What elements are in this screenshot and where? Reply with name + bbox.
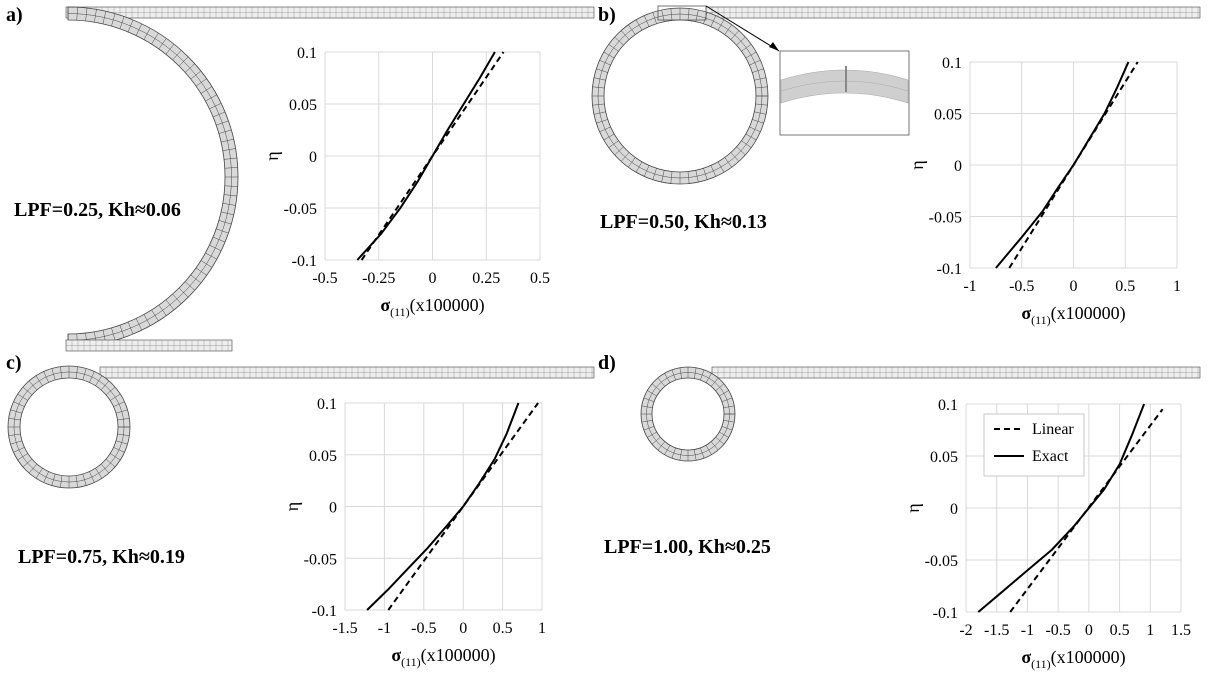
- y-axis-title: η: [282, 502, 302, 511]
- legend-box: [983, 413, 1085, 477]
- x-tick-label: 0.5: [1115, 278, 1135, 295]
- x-tick-label: 0: [459, 620, 467, 637]
- mesh-strip-d: [711, 366, 1201, 379]
- x-tick-label: -0.25: [362, 270, 395, 287]
- zoom-mesh-midline: [780, 80, 909, 92]
- x-tick-label: -1.5: [984, 622, 1009, 639]
- chart-a: -0.5 -0.25 0 0.25 0.5 0.1 0.05 0 -0.05 -0.1 σ(11)(…: [262, 45, 550, 319]
- chart-c: -1.5 -1 -0.5 0 0.5 1 0.1 0.05 0 -0.05 -0.1 σ(11)(x1…: [282, 396, 546, 669]
- x-tick-label: 1: [538, 620, 546, 637]
- x-tick-label: 1.5: [1171, 622, 1191, 639]
- y-axis-title: η: [907, 160, 927, 169]
- mesh-ring-d: [640, 366, 736, 462]
- y-tick-label: 0: [950, 501, 958, 518]
- x-tick-label: 0.5: [493, 620, 513, 637]
- legend-label-linear: Linear: [1032, 421, 1074, 438]
- y-tick-label: 0.05: [934, 107, 962, 124]
- y-tick-label: -0.1: [312, 603, 337, 620]
- x-tick-label: 0: [429, 270, 437, 287]
- series-line-exact: [366, 402, 520, 611]
- mesh-ring-a: [67, 6, 239, 348]
- y-tick-label: 0.1: [942, 55, 962, 72]
- x-axis-title: σ(11)(x100000): [1021, 303, 1125, 327]
- x-tick-label: -1: [378, 620, 391, 637]
- mesh-strip-a-bottom: [65, 339, 233, 352]
- y-tick-label: -0.05: [929, 210, 962, 227]
- panel-letter-d: d): [598, 352, 616, 374]
- panel-label-b: LPF=0.50, Kh≈0.13: [600, 211, 767, 233]
- zoom-mesh-band: [780, 69, 909, 104]
- y-tick-label: -0.05: [304, 551, 337, 568]
- mesh-strip-a: [65, 6, 595, 19]
- x-tick-label: -0.5: [312, 270, 337, 287]
- series-line-linear: [1009, 408, 1164, 613]
- y-tick-label: -0.1: [933, 605, 958, 622]
- x-tick-label: 0.5: [1110, 622, 1130, 639]
- x-axis-title: σ(11)(x100000): [380, 295, 484, 319]
- zoom-arrow-head: [769, 42, 779, 51]
- x-tick-label: -1: [963, 278, 976, 295]
- x-tick-label: 1: [1173, 278, 1181, 295]
- y-tick-label: 0.1: [317, 396, 337, 413]
- x-tick-label: 1: [1146, 622, 1154, 639]
- mesh-ring-b: [591, 7, 769, 185]
- y-tick-label: 0.05: [309, 448, 337, 465]
- chart-b: -1 -0.5 0 0.5 1 0.1 0.05 0 -0.05 -0.1 σ(11)(x10000…: [907, 55, 1181, 327]
- y-tick-label: -0.1: [937, 261, 962, 278]
- y-tick-label: 0.05: [930, 449, 958, 466]
- x-tick-label: 0.25: [472, 270, 500, 287]
- y-tick-label: 0: [954, 158, 962, 175]
- series-line-linear: [387, 402, 539, 611]
- x-tick-label: -1.5: [332, 620, 357, 637]
- y-axis-title: η: [903, 503, 923, 512]
- mesh-ring-c: [7, 365, 131, 489]
- y-tick-label: 0: [329, 500, 337, 517]
- series-line-exact: [356, 51, 496, 261]
- chart-d: -2 -1.5 -1 -0.5 0 0.5 1 1.5 0.1 0.05 0 -0.05 -0.1 σ(1…: [903, 397, 1191, 671]
- zoom-source-box: [657, 5, 707, 21]
- x-tick-label: -0.5: [1045, 622, 1070, 639]
- y-tick-label: -0.05: [284, 201, 317, 218]
- series-line-exact: [995, 61, 1130, 269]
- y-axis-title: η: [262, 151, 282, 160]
- charts: -0.5 -0.25 0 0.25 0.5 0.1 0.05 0 -0.05 -0.1 σ(11)(…: [262, 45, 1191, 671]
- y-tick-label: -0.05: [925, 553, 958, 570]
- x-tick-label: -1: [1021, 622, 1034, 639]
- x-tick-label: -0.5: [411, 620, 436, 637]
- legend: Linear Exact: [983, 413, 1085, 477]
- x-tick-label: 0: [1085, 622, 1093, 639]
- legend-label-exact: Exact: [1032, 448, 1069, 465]
- panel-label-a: LPF=0.25, Kh≈0.06: [14, 199, 181, 221]
- mesh-diagrams: [7, 6, 1201, 489]
- y-tick-label: 0: [309, 149, 317, 166]
- panel-letter-c: c): [6, 352, 22, 374]
- mesh-strip-b: [705, 6, 1201, 19]
- x-axis-title: σ(11)(x100000): [1021, 647, 1125, 671]
- y-tick-label: 0.05: [289, 97, 317, 114]
- y-tick-label: -0.1: [292, 253, 317, 270]
- y-tick-label: 0.1: [938, 397, 958, 414]
- zoom-arrow: [705, 5, 780, 52]
- x-tick-label: -2: [959, 622, 972, 639]
- series-line-exact: [977, 403, 1146, 613]
- mesh-strip-c: [99, 366, 595, 379]
- x-tick-label: 0.5: [530, 270, 550, 287]
- panel-label-c: LPF=0.75, Kh≈0.19: [18, 546, 185, 568]
- panel-label-d: LPF=1.00, Kh≈0.25: [604, 536, 771, 558]
- x-axis-title: σ(11)(x100000): [391, 645, 495, 669]
- panel-letter-a: a): [6, 4, 23, 26]
- x-tick-label: -0.5: [1009, 278, 1034, 295]
- y-tick-label: 0.1: [297, 45, 317, 62]
- zoom-inset: [657, 5, 910, 136]
- x-tick-label: 0: [1070, 278, 1078, 295]
- panel-letter-b: b): [598, 4, 616, 26]
